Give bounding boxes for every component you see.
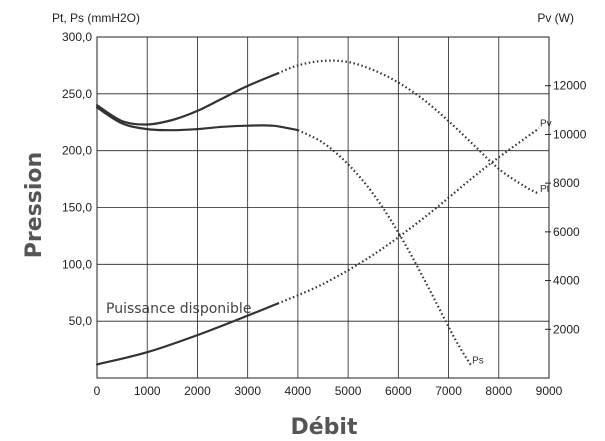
y2-tick-label: 8000 <box>553 176 580 190</box>
y-tick-label: 50,0 <box>69 314 93 328</box>
series-pv-solid <box>95 302 279 366</box>
x-tick-label: 8000 <box>485 384 512 398</box>
y2-tick-label: 6000 <box>553 225 580 239</box>
y2-tick-label: 2000 <box>553 322 580 336</box>
series-pv-dotted <box>277 127 540 305</box>
x-axis-title: Débit <box>291 415 358 440</box>
y-tick-label: 300,0 <box>62 30 92 44</box>
x-tick-label: 3000 <box>234 384 261 398</box>
x-tick-label: 5000 <box>335 384 362 398</box>
x-tick-label: 4000 <box>285 384 312 398</box>
x-tick-label: 0 <box>94 384 101 398</box>
x-tick-label: 6000 <box>385 384 412 398</box>
series-pt-label: Pt <box>540 184 550 195</box>
series-ps-label: Ps <box>472 355 484 366</box>
y2-tick-label: 12000 <box>553 79 587 93</box>
series-pv-label: Pv <box>540 118 552 129</box>
chart-curves <box>95 59 540 367</box>
chart-grid <box>96 36 551 379</box>
series-ps-solid <box>95 106 299 132</box>
y-tick-label: 250,0 <box>62 87 92 101</box>
y2-tick-label: 4000 <box>553 274 580 288</box>
series-pt-dotted <box>277 59 540 195</box>
y2-tick-label: 10000 <box>553 127 587 141</box>
y-tick-label: 150,0 <box>62 201 92 215</box>
x-tick-label: 7000 <box>435 384 462 398</box>
x-tick-label: 9000 <box>536 384 563 398</box>
right-axis-unit: Pv (W) <box>537 11 574 25</box>
series-pt-solid <box>95 72 279 126</box>
y-tick-label: 100,0 <box>62 257 92 271</box>
available-power-annotation: Puissance disponible <box>106 301 251 317</box>
series-ps-dotted <box>297 129 473 367</box>
x-tick-label: 1000 <box>134 384 161 398</box>
x-tick-label: 2000 <box>184 384 211 398</box>
chart-labels: 0 1000 2000 3000 4000 5000 6000 7000 8000 9000 50,… <box>62 30 587 398</box>
y-axis-title: Pression <box>22 152 47 258</box>
y-tick-label: 200,0 <box>62 144 92 158</box>
left-axis-unit: Pt, Ps (mmH2O) <box>52 11 140 25</box>
